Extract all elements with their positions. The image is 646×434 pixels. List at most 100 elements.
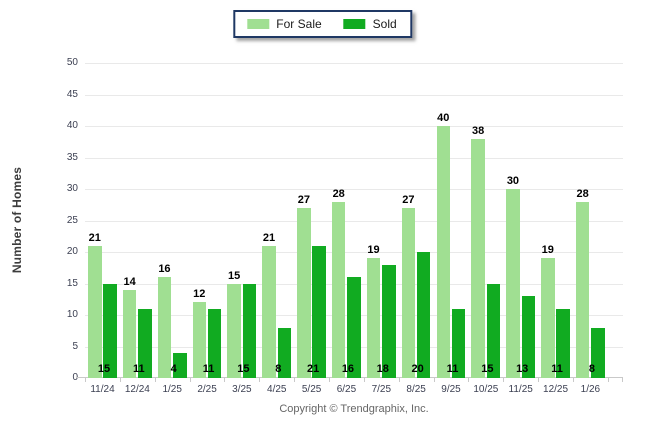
x-axis-tick: [85, 378, 86, 382]
y-tick-label: 0: [48, 372, 78, 383]
x-axis-tick: [607, 378, 609, 382]
x-tick-label: 9/25: [441, 384, 461, 395]
for-sale-value-label: 27: [402, 193, 415, 206]
sold-value-label: 15: [237, 363, 250, 375]
for-sale-value-label: 16: [158, 263, 171, 276]
footer-text: Copyright © Trendgraphix, Inc.: [279, 403, 429, 415]
sold-value-label: 16: [341, 363, 355, 375]
for-sale-value-label: 19: [367, 244, 380, 257]
x-axis-tick: [224, 378, 226, 382]
x-axis-tick: [538, 378, 540, 382]
y-tick-label: 20: [66, 246, 78, 257]
gridline: [85, 252, 623, 253]
gridline: [85, 157, 623, 159]
x-tick-label: 12/24: [124, 384, 150, 395]
x-axis-tick: [468, 378, 470, 382]
sold-bar[interactable]: [451, 308, 466, 378]
x-axis-tick: [259, 378, 261, 382]
y-tick-label: 45: [66, 88, 78, 100]
for-sale-value-label: 30: [506, 175, 520, 187]
sold-bar[interactable]: [347, 277, 361, 378]
x-axis-tick: [294, 378, 296, 382]
gridline: [85, 189, 623, 190]
sold-bar[interactable]: [416, 252, 431, 378]
x-axis-tick: [398, 378, 400, 382]
for-sale-bar[interactable]: [297, 207, 311, 378]
x-axis-tick: [328, 378, 330, 382]
x-axis-tick: [119, 378, 121, 382]
sold-value-label: 18: [376, 363, 389, 375]
for-sale-value-label: 21: [88, 231, 101, 244]
sold-value-label: 13: [516, 363, 529, 375]
x-tick-label: 5/25: [301, 384, 322, 395]
gridline: [85, 126, 623, 127]
x-axis-tick: [189, 378, 191, 382]
for-sale-bar[interactable]: [506, 189, 520, 378]
for-sale-value-label: 19: [541, 244, 554, 257]
for-sale-value-label: 12: [193, 288, 206, 301]
x-tick-label: 4/25: [267, 384, 287, 395]
sold-bar[interactable]: [242, 283, 257, 378]
for-sale-bar[interactable]: [331, 201, 346, 378]
for-sale-bar[interactable]: [227, 283, 241, 378]
sold-bar[interactable]: [521, 296, 535, 378]
x-axis-tick: [622, 378, 623, 382]
sold-value-label: 11: [446, 363, 459, 375]
for-sale-bar[interactable]: [436, 126, 450, 378]
sold-bar[interactable]: [173, 352, 187, 378]
sold-bar[interactable]: [138, 308, 152, 378]
for-sale-bar[interactable]: [575, 201, 590, 378]
sold-bar[interactable]: [591, 327, 605, 378]
for-sale-bar[interactable]: [541, 258, 555, 378]
y-tick-label: 10: [66, 309, 78, 320]
for-sale-bar[interactable]: [88, 245, 102, 378]
for-sale-bar[interactable]: [471, 138, 485, 378]
sold-value-label: 15: [481, 363, 494, 375]
legend-label: Sold: [372, 17, 397, 31]
x-tick-label: 2/25: [197, 384, 217, 395]
sold-bar[interactable]: [486, 283, 501, 378]
for-sale-value-label: 21: [262, 231, 276, 244]
for-sale-value-label: 28: [332, 187, 345, 200]
gridline: [85, 94, 623, 96]
legend-swatch-icon: [247, 19, 270, 29]
sold-bar[interactable]: [382, 264, 396, 378]
x-axis-tick: [503, 378, 505, 382]
gridline: [85, 63, 623, 64]
sold-value-label: 11: [133, 363, 145, 375]
sold-bar[interactable]: [103, 283, 117, 378]
y-tick-label: 15: [66, 277, 78, 289]
for-sale-bar[interactable]: [157, 277, 172, 378]
x-tick-label: 7/25: [371, 384, 392, 395]
sold-bar[interactable]: [556, 308, 570, 378]
for-sale-bar[interactable]: [192, 302, 207, 378]
sold-bar[interactable]: [207, 308, 222, 378]
x-tick-label: 11/25: [508, 384, 533, 395]
sold-value-label: 20: [411, 363, 424, 375]
sold-bar[interactable]: [277, 327, 292, 378]
sold-value-label: 11: [551, 363, 563, 375]
y-tick-label: 25: [66, 214, 78, 226]
for-sale-bar[interactable]: [401, 207, 416, 378]
for-sale-value-label: 28: [576, 187, 589, 200]
x-axis-tick: [433, 378, 435, 382]
x-tick-label: 1/25: [162, 384, 182, 395]
for-sale-bar[interactable]: [262, 245, 276, 378]
x-tick-label: 11/24: [90, 384, 115, 395]
for-sale-value-label: 15: [228, 269, 241, 282]
for-sale-bar[interactable]: [366, 258, 381, 378]
x-tick-label: 3/25: [232, 384, 252, 395]
legend-item-sold[interactable]: Sold: [343, 17, 397, 31]
legend-label: For Sale: [276, 17, 322, 31]
y-tick-label: 50: [66, 57, 78, 68]
gridline: [85, 220, 623, 222]
for-sale-value-label: 38: [471, 124, 485, 137]
sold-value-label: 8: [275, 363, 282, 375]
for-sale-bar[interactable]: [122, 289, 137, 378]
for-sale-value-label: 40: [437, 112, 450, 124]
sold-value-label: 11: [202, 363, 215, 375]
legend-item-for-sale[interactable]: For Sale: [247, 17, 322, 31]
x-axis-tick: [572, 378, 574, 382]
sold-bar[interactable]: [312, 245, 326, 378]
